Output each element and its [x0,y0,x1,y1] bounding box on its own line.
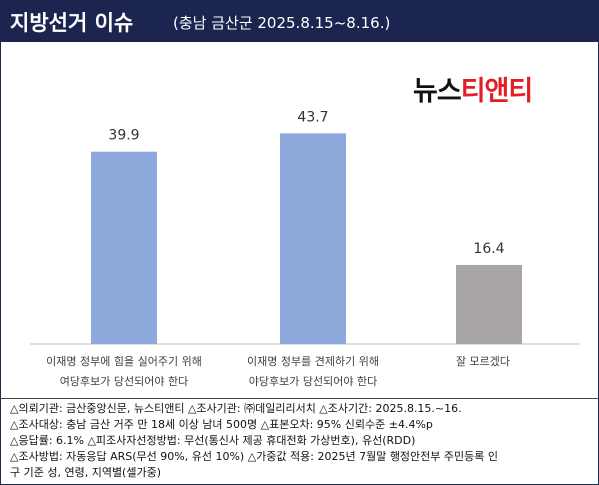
bar-3 [456,264,522,344]
survey-notes: △의뢰기관: 금산중앙신문, 뉴스티앤티 △조사기관: ㈜데일리리서치 △조사기… [10,401,590,481]
note-line: 구 기준 성, 연령, 지역별(셀가중) [10,466,162,479]
logo-part-2: 티앤티 [460,76,534,107]
data-label-1: 39.9 [108,128,139,144]
note-line: △조사대상: 충남 금산 거주 만 18세 이상 남녀 500명 △표본오차: … [10,418,433,431]
data-label-3: 16.4 [473,241,504,257]
category-label-2-1: 이재명 정부를 견제하기 위해 [247,354,379,368]
note-line: △응답률: 6.1% △피조사자선정방법: 무선(통신사 제공 휴대전화 가상번… [10,434,416,447]
bar-1 [91,151,157,344]
category-label-1-2: 여당후보가 당선되어야 한다 [60,375,188,388]
chart-title: 지방선거 이슈 [10,11,134,35]
category-label-1-1: 이재명 정부에 힘을 실어주기 위해 [46,354,202,368]
category-label-3-1: 잘 모르겠다 [456,355,510,368]
divider [0,398,599,399]
logo-part-1: 뉴스 [413,76,462,107]
note-line: △조사방법: 자동응답 ARS(무선 90%, 유선 10%) △가중값 적용:… [10,450,499,463]
chart-subtitle: (충남 금산군 2025.8.15~8.16.) [173,14,391,32]
header-bar: 지방선거 이슈 (충남 금산군 2025.8.15~8.16.) [0,0,599,42]
data-label-2: 43.7 [297,109,328,125]
category-label-2-2: 야당후보가 당선되어야 한다 [249,375,377,388]
news-tnt-logo: 뉴스티앤티 [413,69,534,108]
note-line: △의뢰기관: 금산중앙신문, 뉴스티앤티 △조사기관: ㈜데일리리서치 △조사기… [10,402,462,415]
bar-2 [280,133,346,344]
